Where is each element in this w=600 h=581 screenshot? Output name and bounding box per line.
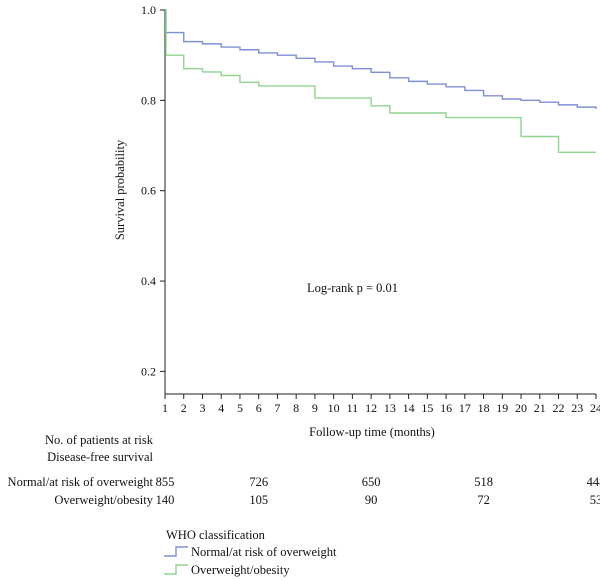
risk-value: 140 (156, 493, 175, 507)
x-tick-label: 23 (571, 401, 583, 415)
x-tick-label: 19 (496, 401, 508, 415)
series-line-1 (165, 9, 597, 109)
risk-row-label: Normal/at risk of overweight (8, 475, 154, 489)
x-tick-label: 12 (365, 401, 377, 415)
series-line-2 (165, 9, 596, 154)
x-tick-label: 8 (293, 401, 299, 415)
risk-table: Normal/at risk of overweight 855 726 650 518… (8, 475, 600, 507)
log-rank-annotation: Log-rank p = 0.01 (307, 281, 398, 295)
x-tick-label: 20 (515, 401, 527, 415)
risk-value: 518 (474, 475, 493, 489)
x-tick-label: 21 (534, 401, 546, 415)
x-tick-label: 4 (218, 401, 224, 415)
y-tick-label: 0.8 (141, 93, 156, 107)
risk-value: 448 (587, 475, 600, 489)
x-tick-label: 16 (440, 401, 452, 415)
y-axis-label: Survival probability (113, 139, 127, 240)
x-axis-ticks: 1 2 3 4 5 6 7 8 9 10 11 12 13 14 15 16 17 18 19 20 21 22 23 24 (162, 394, 600, 415)
x-tick-label: 15 (421, 401, 433, 415)
risk-value: 855 (156, 475, 175, 489)
legend-swatch-2 (164, 564, 188, 575)
x-axis-label: Follow-up time (months) (309, 425, 435, 439)
risk-value: 72 (477, 493, 490, 507)
x-tick-label: 6 (256, 401, 262, 415)
x-tick-label: 9 (312, 401, 318, 415)
x-tick-label: 11 (347, 401, 359, 415)
risk-value: 726 (249, 475, 268, 489)
x-tick-label: 14 (403, 401, 415, 415)
x-tick-label: 10 (328, 401, 340, 415)
legend-label-1: Normal/at risk of overweight (191, 545, 337, 559)
x-tick-label: 24 (590, 401, 600, 415)
risk-value: 650 (362, 475, 381, 489)
series-group (165, 9, 597, 154)
x-tick-label: 13 (384, 401, 396, 415)
x-tick-label: 3 (199, 401, 205, 415)
risk-table-title: No. of patients at risk (45, 433, 154, 447)
risk-row-label: Overweight/obesity (54, 493, 153, 507)
risk-value: 105 (249, 493, 268, 507)
risk-value: 53 (590, 493, 600, 507)
x-tick-label: 7 (274, 401, 280, 415)
legend-swatch-1 (164, 546, 188, 557)
x-tick-label: 2 (181, 401, 187, 415)
x-tick-label: 18 (478, 401, 490, 415)
x-tick-label: 17 (459, 401, 471, 415)
x-tick-label: 5 (237, 401, 243, 415)
x-tick-label: 1 (162, 401, 168, 415)
legend-label-2: Overweight/obesity (191, 563, 290, 577)
risk-value: 90 (365, 493, 378, 507)
y-tick-label: 0.2 (141, 364, 156, 378)
y-tick-label: 1.0 (141, 3, 156, 17)
y-tick-label: 0.6 (141, 184, 156, 198)
risk-table-subtitle: Disease-free survival (47, 450, 153, 464)
x-tick-label: 22 (553, 401, 565, 415)
legend-title: WHO classification (166, 528, 266, 542)
y-tick-label: 0.4 (141, 274, 156, 288)
y-axis-ticks: 0.2 0.4 0.6 0.8 1.0 (141, 3, 165, 378)
legend: Normal/at risk of overweight Overweight/o… (164, 545, 337, 577)
